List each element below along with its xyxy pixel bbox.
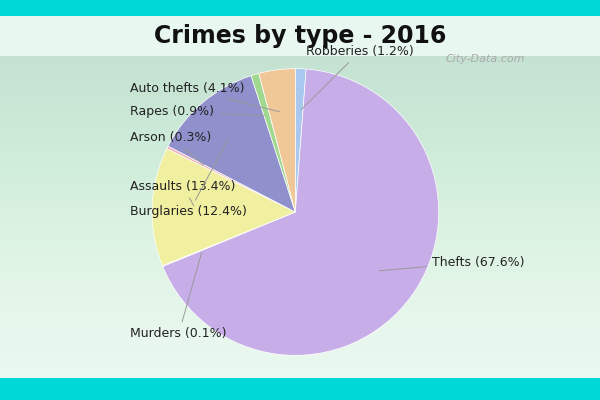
Wedge shape xyxy=(152,148,295,266)
Text: Assaults (13.4%): Assaults (13.4%) xyxy=(131,180,236,206)
Text: Burglaries (12.4%): Burglaries (12.4%) xyxy=(131,138,247,218)
Wedge shape xyxy=(163,212,295,266)
Text: Robberies (1.2%): Robberies (1.2%) xyxy=(301,45,414,110)
Text: City-Data.com: City-Data.com xyxy=(445,54,524,64)
Wedge shape xyxy=(259,69,295,212)
Wedge shape xyxy=(168,76,295,212)
Wedge shape xyxy=(251,73,295,212)
Text: Crimes by type - 2016: Crimes by type - 2016 xyxy=(154,24,446,48)
Text: Arson (0.3%): Arson (0.3%) xyxy=(131,131,212,165)
Wedge shape xyxy=(295,69,306,212)
Text: Auto thefts (4.1%): Auto thefts (4.1%) xyxy=(131,82,280,112)
Text: Rapes (0.9%): Rapes (0.9%) xyxy=(131,105,264,118)
Wedge shape xyxy=(167,146,295,212)
Wedge shape xyxy=(163,69,439,355)
Text: Murders (0.1%): Murders (0.1%) xyxy=(131,252,227,340)
Text: Thefts (67.6%): Thefts (67.6%) xyxy=(379,256,524,271)
